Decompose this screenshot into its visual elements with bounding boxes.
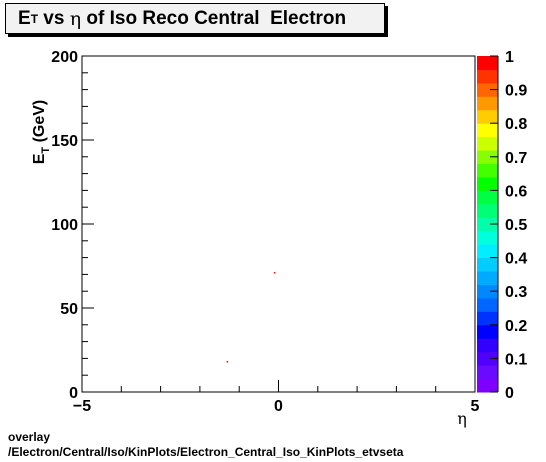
ylabel-main: E bbox=[31, 153, 48, 164]
colorbar-segment bbox=[477, 109, 498, 124]
colorbar-tick-label: 0.5 bbox=[505, 217, 527, 234]
colorbar-segment bbox=[477, 338, 498, 353]
title-greek: η bbox=[69, 7, 82, 30]
colorbar-segment bbox=[477, 123, 498, 138]
colorbar-tick-label: 0.4 bbox=[505, 251, 527, 268]
colorbar-tick-label: 0.9 bbox=[505, 83, 527, 100]
colorbar-segment bbox=[477, 163, 498, 178]
footer-line1: overlay bbox=[8, 430, 51, 444]
y-tick-label: 100 bbox=[51, 217, 78, 234]
colorbar-tick-label: 0.3 bbox=[505, 284, 527, 301]
colorbar-tick-label: 0.1 bbox=[505, 351, 527, 368]
colorbar-segment bbox=[477, 244, 498, 259]
colorbar-segment bbox=[477, 217, 498, 232]
colorbar-segment bbox=[477, 82, 498, 97]
x-axis-title: η bbox=[457, 409, 467, 428]
colorbar-segment bbox=[477, 324, 498, 339]
colorbar-tick-label: 0.7 bbox=[505, 150, 527, 167]
title-part3: of Iso Reco Central Electron bbox=[81, 7, 347, 29]
y-tick-label: 50 bbox=[60, 301, 78, 318]
y-tick-label: 150 bbox=[51, 133, 78, 150]
colorbar-segment bbox=[477, 257, 498, 272]
colorbar-segment bbox=[477, 297, 498, 312]
colorbar-segment bbox=[477, 365, 498, 380]
colorbar-segment bbox=[477, 284, 498, 299]
title-part2: vs bbox=[38, 7, 70, 29]
ylabel-subscript: T bbox=[40, 147, 52, 154]
data-points bbox=[226, 271, 276, 363]
colorbar-segment bbox=[477, 56, 498, 70]
data-point bbox=[226, 361, 229, 363]
y-tick-label: 200 bbox=[51, 49, 78, 66]
colorbar: 0 0.1 0.2 0.3 0.4 0.5 0.6 0.7 0.8 0.9 1 bbox=[477, 49, 527, 402]
colorbar-tick-label: 0.8 bbox=[505, 116, 527, 133]
colorbar-segment bbox=[477, 271, 498, 285]
x-tick-label: −5 bbox=[73, 398, 91, 415]
colorbar-segment bbox=[477, 203, 498, 218]
data-point bbox=[273, 271, 276, 274]
colorbar-segment bbox=[477, 69, 498, 84]
y-tick-label: 0 bbox=[69, 385, 78, 402]
colorbar-segment bbox=[477, 136, 498, 151]
colorbar-segment bbox=[477, 96, 498, 111]
ylabel-unit: (GeV) bbox=[31, 100, 48, 147]
colorbar-segment bbox=[477, 190, 498, 205]
colorbar-tick-label: 0.2 bbox=[505, 318, 527, 335]
title-subscript: T bbox=[30, 11, 39, 26]
colorbar-segment bbox=[477, 230, 498, 245]
y-axis-title: ET (GeV) bbox=[31, 100, 52, 165]
plot-frame bbox=[81, 55, 476, 393]
colorbar-tick-label: 1 bbox=[505, 49, 514, 66]
colorbar-segment bbox=[477, 378, 498, 393]
colorbar-segment bbox=[477, 351, 498, 366]
colorbar-tick-label: 0.6 bbox=[505, 183, 527, 200]
footer-line2: /Electron/Central/Iso/KinPlots/Electron_… bbox=[8, 445, 404, 459]
x-tick-label: 5 bbox=[471, 398, 480, 415]
colorbar-segment bbox=[477, 311, 498, 326]
svg-text:ET (GeV): ET (GeV) bbox=[31, 100, 52, 165]
title-part1: E bbox=[18, 7, 31, 29]
colorbar-segment bbox=[477, 176, 498, 191]
colorbar-tick-label: 0 bbox=[505, 385, 514, 402]
colorbar-segment bbox=[477, 150, 498, 165]
x-tick-label: 0 bbox=[274, 398, 283, 415]
